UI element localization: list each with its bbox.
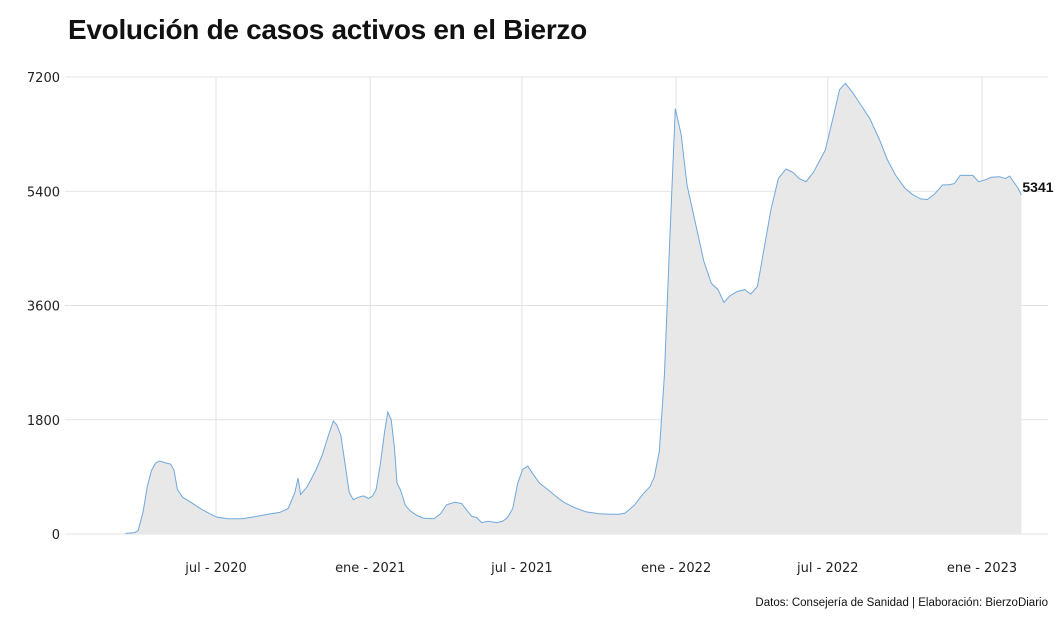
y-axis-ticks: 0 1800 3600 5400 7200: [27, 71, 60, 543]
y-tick-label: 3600: [27, 300, 60, 315]
x-tick-label: jul - 2022: [796, 561, 859, 576]
last-value-label: 5341: [1022, 179, 1053, 195]
active-cases-line: [125, 82, 1022, 534]
y-tick-label: 7200: [27, 71, 60, 86]
x-tick-label: jul - 2021: [490, 561, 553, 576]
active-cases-area: [125, 83, 1022, 535]
x-tick-label: ene - 2023: [947, 561, 1017, 576]
chart-title: Evolución de casos activos en el Bierzo: [68, 14, 587, 45]
x-tick-label: ene - 2022: [641, 561, 711, 576]
x-axis-ticks: jul - 2020 ene - 2021 jul - 2021 ene - 2022…: [184, 561, 1017, 576]
x-tick-label: ene - 2021: [335, 561, 405, 576]
source-caption: Datos: Consejería de Sanidad | Elaboraci…: [755, 597, 1048, 609]
y-tick-label: 5400: [27, 185, 60, 200]
y-tick-label: 0: [52, 528, 60, 543]
y-tick-label: 1800: [27, 414, 60, 429]
x-tick-label: jul - 2020: [184, 561, 247, 576]
